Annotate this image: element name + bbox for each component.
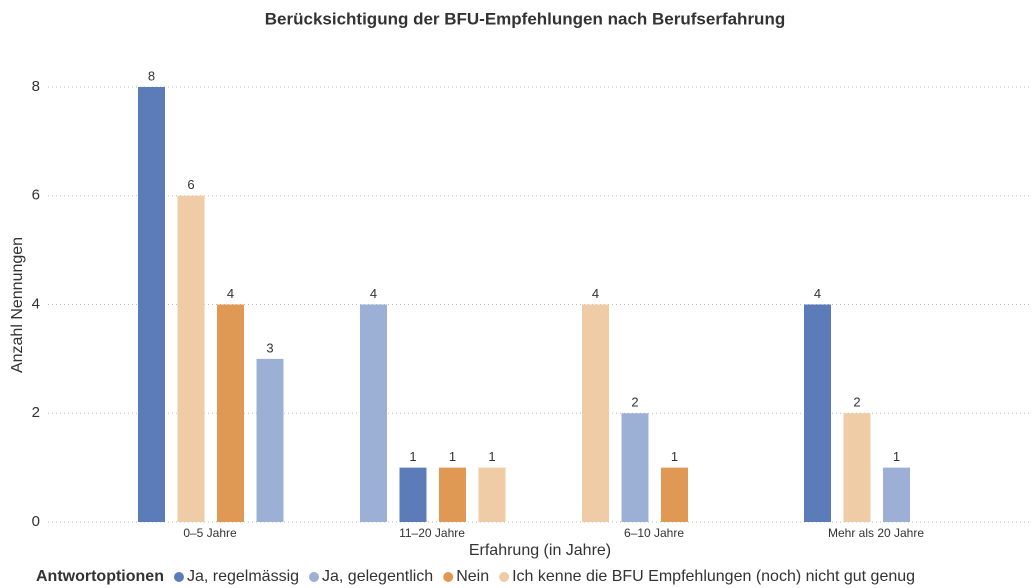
bar [804,304,831,522]
y-tick-label: 6 [32,187,40,204]
data-label: 1 [488,449,495,464]
data-label: 1 [409,449,416,464]
data-label: 3 [266,340,273,355]
data-label: 2 [853,395,860,410]
data-label: 1 [449,449,456,464]
bar [256,358,284,522]
bar [217,304,244,522]
bar [621,413,649,522]
legend-marker [499,572,510,582]
legend-marker [173,572,184,582]
data-label: 4 [592,286,599,301]
bar [177,195,205,522]
y-axis-label: Anzahl Nennungen [9,237,26,373]
legend-title: Antwortoptionen [36,568,164,585]
x-tick-label: 11–20 Jahre [399,526,465,540]
x-tick-label: 0–5 Jahre [183,526,237,540]
bar [360,304,387,522]
bar [661,467,688,522]
legend-entry: Nein [456,568,489,585]
y-tick-label: 8 [32,78,40,95]
bar [843,413,871,522]
x-tick-label: 6–10 Jahre [624,526,684,540]
data-label: 8 [148,68,155,83]
data-label: 1 [893,449,900,464]
chart-title: Berücksichtigung der BFU-Empfehlungen na… [265,9,785,28]
y-tick-label: 4 [32,295,40,312]
bar [883,467,910,522]
x-tick-label: Mehr als 20 Jahre [828,526,924,540]
legend-entry: Ich kenne die BFU Empfehlungen (noch) ni… [512,568,915,585]
legend-entry: Ja, gelegentlich [322,568,433,585]
data-label: 6 [187,177,194,192]
x-axis-label: Erfahrung (in Jahre) [469,542,611,559]
legend-marker [309,572,320,582]
data-label: 1 [671,449,678,464]
legend-entry: Ja, regelmässig [187,568,299,585]
data-label: 4 [370,286,377,301]
data-label: 4 [814,286,821,301]
bar [138,87,165,522]
bar [478,467,506,522]
y-tick-label: 2 [32,404,40,421]
bar [439,467,466,522]
data-label: 2 [631,395,638,410]
bar [582,304,609,522]
bar [399,467,427,522]
y-tick-label: 0 [32,513,40,530]
data-label: 4 [227,286,234,301]
legend-marker [443,572,454,582]
